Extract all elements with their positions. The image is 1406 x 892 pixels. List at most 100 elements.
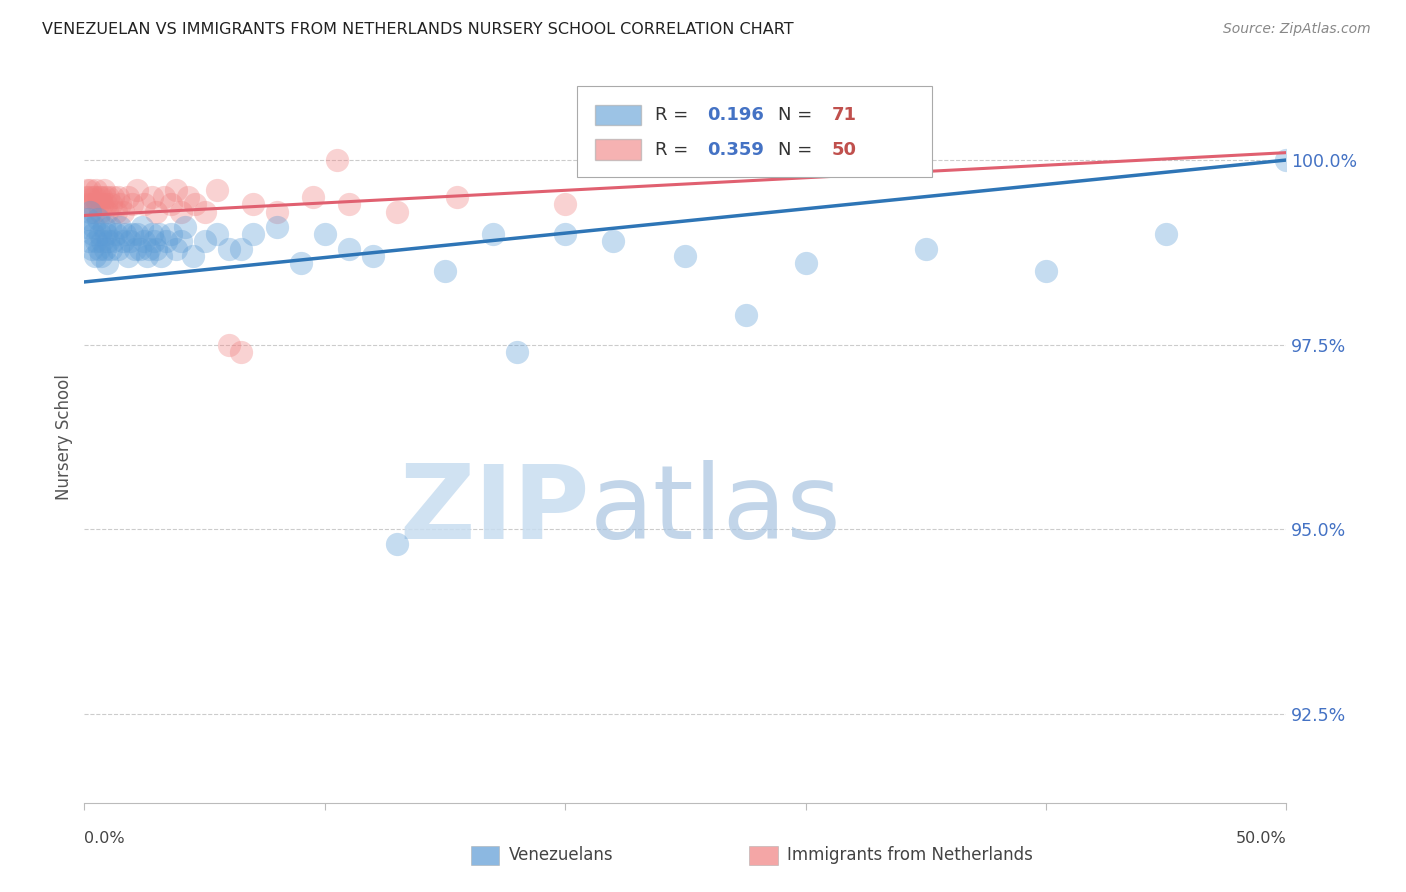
Point — [82, 190, 104, 204]
Y-axis label: Nursery School: Nursery School — [55, 374, 73, 500]
Point — [169, 235, 191, 249]
Point — [100, 197, 122, 211]
Point — [96, 256, 118, 270]
Point — [117, 249, 139, 263]
Point — [90, 190, 112, 204]
Point — [1156, 227, 1178, 241]
Point — [205, 183, 228, 197]
Point — [194, 235, 217, 249]
Point — [434, 264, 457, 278]
Point — [121, 227, 143, 241]
Text: ZIP: ZIP — [399, 459, 589, 561]
Point — [1035, 264, 1057, 278]
Point — [141, 227, 163, 241]
Point — [361, 249, 384, 263]
Point — [80, 197, 103, 211]
Point — [1275, 153, 1298, 167]
Point — [77, 190, 100, 204]
Point — [131, 219, 153, 234]
Point — [385, 204, 408, 219]
Text: atlas: atlas — [589, 459, 841, 561]
Point — [165, 183, 187, 197]
Point — [152, 190, 174, 204]
Point — [337, 197, 360, 211]
Point — [127, 227, 149, 241]
Point — [734, 308, 756, 322]
Point — [91, 235, 114, 249]
Point — [218, 242, 240, 256]
Point — [97, 190, 120, 204]
Point — [150, 249, 173, 263]
Bar — [595, 105, 641, 126]
Point — [554, 227, 576, 241]
Point — [218, 337, 240, 351]
Text: Source: ZipAtlas.com: Source: ZipAtlas.com — [1223, 22, 1371, 37]
Point — [76, 183, 98, 197]
Point — [79, 183, 101, 197]
Point — [117, 190, 139, 204]
Text: 71: 71 — [832, 106, 858, 124]
Point — [134, 235, 156, 249]
Point — [155, 235, 177, 249]
Point — [94, 242, 117, 256]
Point — [127, 183, 149, 197]
Point — [75, 190, 97, 204]
Point — [111, 204, 134, 219]
Point — [160, 197, 183, 211]
Point — [83, 204, 105, 219]
Point — [84, 190, 107, 204]
Point — [229, 345, 252, 359]
Point — [143, 235, 166, 249]
Point — [103, 190, 125, 204]
Text: 0.359: 0.359 — [707, 141, 763, 159]
Point — [194, 204, 217, 219]
Point — [184, 197, 207, 211]
Point — [90, 249, 112, 263]
Point — [148, 227, 170, 241]
Point — [229, 242, 252, 256]
Bar — [749, 846, 778, 865]
Point — [301, 190, 323, 204]
Point — [114, 227, 136, 241]
Point — [145, 204, 167, 219]
Point — [121, 197, 143, 211]
Text: 50: 50 — [832, 141, 858, 159]
Point — [602, 235, 624, 249]
Point — [93, 183, 115, 197]
Point — [124, 242, 146, 256]
Point — [97, 235, 120, 249]
Point — [86, 183, 108, 197]
Point — [82, 227, 104, 241]
Point — [94, 190, 117, 204]
Point — [96, 204, 118, 219]
Text: 50.0%: 50.0% — [1236, 831, 1286, 847]
Point — [89, 227, 111, 241]
Point — [242, 197, 264, 211]
Point — [100, 242, 122, 256]
Text: 0.0%: 0.0% — [84, 831, 125, 847]
Point — [87, 190, 110, 204]
Point — [104, 227, 127, 241]
Point — [94, 197, 117, 211]
Point — [145, 242, 167, 256]
Point — [160, 227, 183, 241]
Text: N =: N = — [778, 106, 818, 124]
Point — [181, 249, 204, 263]
Bar — [471, 846, 499, 865]
Point — [84, 249, 107, 263]
Point — [86, 197, 108, 211]
Point — [111, 235, 134, 249]
Point — [107, 242, 129, 256]
Point — [83, 219, 105, 234]
Text: Immigrants from Netherlands: Immigrants from Netherlands — [787, 847, 1033, 864]
Point — [242, 227, 264, 241]
Point — [290, 256, 312, 270]
Point — [118, 235, 141, 249]
Point — [91, 197, 114, 211]
Point — [110, 219, 132, 234]
Point — [794, 256, 817, 270]
Point — [165, 242, 187, 256]
Point — [482, 227, 505, 241]
Text: 0.196: 0.196 — [707, 106, 763, 124]
Point — [266, 204, 288, 219]
